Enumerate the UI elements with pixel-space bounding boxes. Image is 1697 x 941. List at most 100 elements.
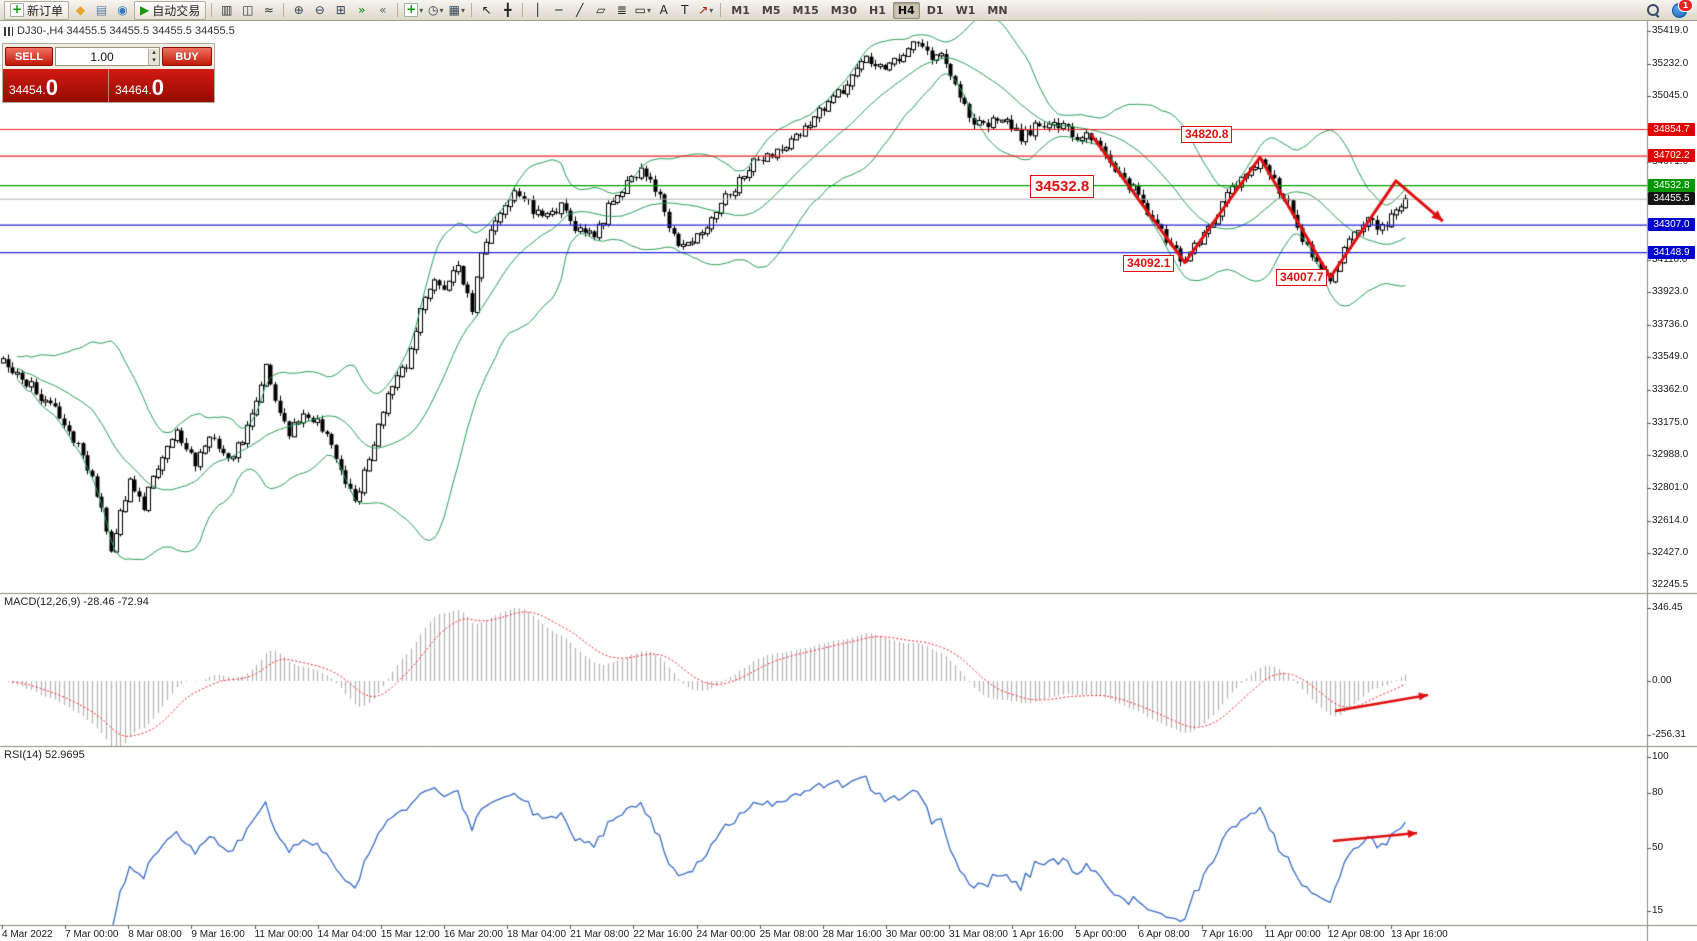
crosshair-icon[interactable]: ╋ — [498, 1, 517, 20]
channel-icon[interactable]: ▱ — [591, 1, 610, 20]
toolbar-separator — [283, 3, 285, 17]
timeframe-h4-button[interactable]: H4 — [892, 1, 920, 19]
horizontal-line-icon-glyph: ─ — [555, 2, 563, 17]
trade-panel-controls: SELL 1.00 ▴ ▾ BUY — [3, 44, 214, 69]
dropdown-caret-icon[interactable]: ▾ — [439, 5, 444, 15]
rsi-indicator-label: RSI(14) 52.9695 — [4, 749, 85, 761]
timeframe-h1-button[interactable]: H1 — [869, 3, 886, 17]
shapes-icon[interactable]: ▭ ▾ — [633, 1, 652, 20]
fibonacci-icon[interactable]: ≣ — [612, 1, 631, 20]
fibonacci-icon-glyph: ≣ — [616, 2, 627, 17]
templates-icon[interactable]: ▦ ▾ — [447, 1, 466, 20]
new-order-button[interactable]: + 新订单 — [4, 0, 70, 20]
indicators-icon-glyph: + — [404, 2, 419, 17]
crosshair-icon-glyph: ╋ — [504, 2, 512, 17]
candlestick-chart-icon-glyph: ◫ — [242, 2, 254, 17]
templates-icon-glyph: ▦ — [448, 2, 460, 17]
periods-icon[interactable]: ◷ ▾ — [426, 1, 445, 20]
new-order-button-icon: + — [10, 2, 24, 17]
notifications-icon[interactable]: 1 — [1670, 0, 1693, 20]
buy-price[interactable]: 34464. 0 — [108, 69, 214, 102]
sell-price-small: 34454. — [9, 83, 46, 97]
sell-price[interactable]: 34454. 0 — [3, 69, 108, 102]
text-icon[interactable]: A — [654, 1, 673, 20]
timeframe-d1-button[interactable]: D1 — [926, 3, 944, 17]
zoom-out-icon-glyph: ⊖ — [314, 2, 325, 17]
new-order-button-label: 新订单 — [27, 3, 64, 18]
timeframe-m30-button[interactable]: M30 — [830, 3, 858, 17]
chart-shift-icon[interactable]: « — [373, 1, 392, 20]
chart-mini-icon — [4, 26, 13, 36]
timeframe-w1-button[interactable]: W1 — [955, 3, 976, 17]
tile-windows-icon[interactable]: ⊞ — [331, 1, 350, 20]
cursor-icon[interactable]: ↖ — [477, 1, 496, 20]
symbol-ohlc-readout: DJ30-,H4 34455.5 34455.5 34455.5 34455.5 — [4, 25, 235, 37]
periods-icon-glyph: ◷ — [428, 2, 439, 17]
bar-chart-icon[interactable]: ▥ — [217, 1, 236, 20]
line-chart-icon[interactable]: ≈ — [259, 1, 278, 20]
auto-trading-button-label: 自动交易 — [152, 3, 201, 18]
toolbar-separator — [720, 3, 722, 17]
dropdown-caret-icon[interactable]: ▾ — [646, 5, 651, 15]
indicators-icon[interactable]: + ▾ — [403, 1, 424, 20]
one-click-trading-panel: SELL 1.00 ▴ ▾ BUY 34454. 0 34464. 0 — [2, 43, 215, 103]
toolbar-separator — [471, 3, 473, 17]
macd-indicator-label: MACD(12,26,9) -28.46 -72.94 — [4, 596, 149, 608]
dropdown-caret-icon[interactable]: ▾ — [460, 5, 465, 15]
tile-windows-icon-glyph: ⊞ — [335, 2, 346, 17]
auto-scroll-icon[interactable]: » — [352, 1, 371, 20]
toolbar-separator — [397, 3, 399, 17]
favorites-icon[interactable]: ◆ — [71, 1, 90, 20]
volume-value[interactable]: 1.00 — [90, 49, 114, 64]
buy-price-big: 0 — [151, 75, 164, 100]
community-icon[interactable]: ◉ — [113, 1, 132, 20]
label-icon-glyph: T — [681, 2, 689, 17]
text-icon-glyph: A — [659, 2, 668, 17]
line-chart-icon-glyph: ≈ — [263, 2, 274, 17]
timeframe-m5-button[interactable]: M5 — [761, 3, 781, 17]
candlestick-chart-icon[interactable]: ◫ — [238, 1, 257, 20]
dropdown-caret-icon[interactable]: ▾ — [419, 5, 424, 15]
bar-chart-icon-glyph: ▥ — [221, 2, 233, 17]
vertical-line-icon[interactable]: │ — [528, 1, 547, 20]
toolbar-separator — [211, 3, 213, 17]
timeframe-mn-button[interactable]: MN — [987, 3, 1008, 17]
symbol-ohlc-text: DJ30-,H4 34455.5 34455.5 34455.5 34455.5 — [17, 25, 235, 37]
auto-trading-button[interactable]: ▶ 自动交易 — [134, 0, 207, 20]
toolbar-buttons: + 新订单 ◆ ▤ ◉ ▶ 自动交易 ▥ ◫ ≈ ⊕ ⊖ ⊞» «+ ▾ ◷ ▾ ▦ ▾ ↖ ╋ │ ─ ╱ ▱ ≣ ▭ ▾ A T ↗ ▾ M… — [3, 0, 1014, 20]
search-icon[interactable] — [1643, 1, 1662, 20]
trendline-icon-glyph: ╱ — [576, 2, 584, 17]
zoom-in-icon[interactable]: ⊕ — [289, 1, 308, 20]
channel-icon-glyph: ▱ — [596, 2, 606, 17]
dropdown-caret-icon[interactable]: ▾ — [709, 5, 714, 15]
sell-price-big: 0 — [45, 75, 58, 100]
toolbar-right: 1 — [1642, 0, 1694, 20]
arrows-tool-icon-glyph: ↗ — [698, 2, 709, 17]
horizontal-line-icon[interactable]: ─ — [549, 1, 568, 20]
shapes-icon-glyph: ▭ — [634, 2, 646, 17]
sell-button[interactable]: SELL — [5, 47, 53, 66]
label-icon[interactable]: T — [675, 1, 694, 20]
zoom-out-icon[interactable]: ⊖ — [310, 1, 329, 20]
timeframe-m1-button[interactable]: M1 — [731, 3, 750, 17]
notification-count-badge: 1 — [1678, 0, 1693, 12]
toolbar: + 新订单 ◆ ▤ ◉ ▶ 自动交易 ▥ ◫ ≈ ⊕ ⊖ ⊞» «+ ▾ ◷ ▾ ▦ ▾ ↖ ╋ │ ─ ╱ ▱ ≣ ▭ ▾ A T ↗ ▾ M… — [0, 0, 1697, 21]
cursor-icon-glyph: ↖ — [481, 2, 492, 17]
volume-field[interactable]: 1.00 ▴ ▾ — [55, 47, 160, 66]
auto-trading-button-icon: ▶ — [140, 2, 150, 17]
toolbar-separator — [522, 3, 524, 17]
vertical-line-icon-glyph: │ — [534, 2, 542, 17]
buy-button[interactable]: BUY — [162, 47, 212, 66]
print-icon[interactable]: ▤ — [92, 1, 111, 20]
timeframe-m15-button[interactable]: M15 — [792, 3, 819, 17]
volume-down-button[interactable]: ▾ — [152, 56, 156, 64]
buy-price-small: 34464. — [115, 83, 152, 97]
favorites-icon-glyph: ◆ — [75, 2, 86, 17]
volume-up-button[interactable]: ▴ — [152, 48, 156, 56]
arrows-tool-icon[interactable]: ↗ ▾ — [696, 1, 715, 20]
trendline-icon[interactable]: ╱ — [570, 1, 589, 20]
magnifier-glyph — [1646, 4, 1659, 16]
volume-stepper: ▴ ▾ — [148, 48, 159, 65]
